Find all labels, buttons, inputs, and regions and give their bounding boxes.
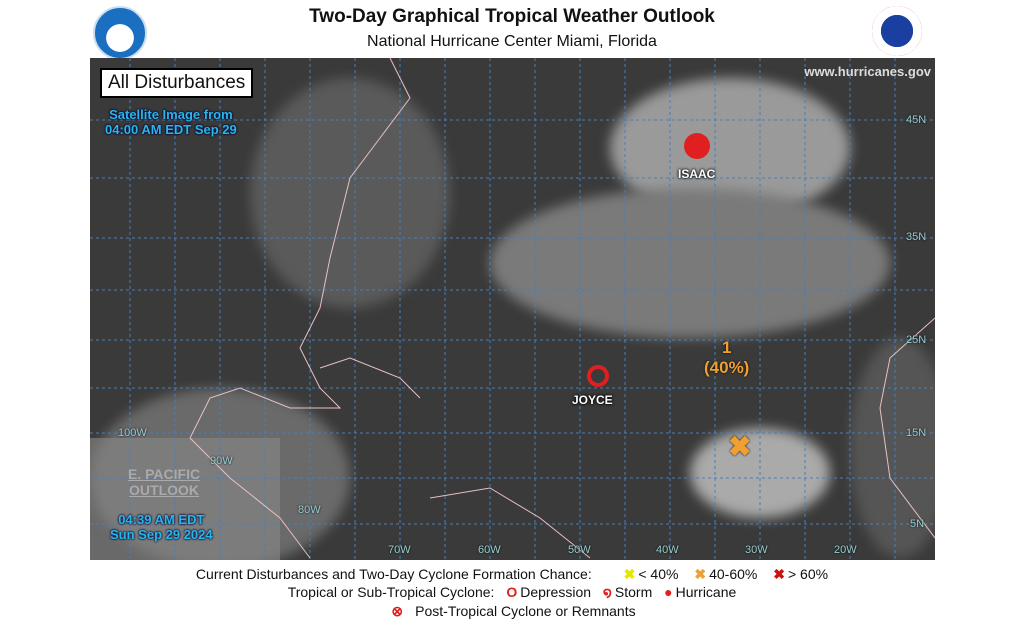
lon-label: 20W	[834, 544, 857, 556]
issued-time: 04:39 AM EDT	[118, 512, 205, 527]
storm-icon: ໑	[602, 584, 612, 600]
lat-label: 15N	[906, 427, 927, 439]
satellite-time-line1: Satellite Image from	[109, 107, 233, 122]
lon-label: 50W	[568, 544, 591, 556]
lon-label: 80W	[298, 504, 321, 516]
page-title: Two-Day Graphical Tropical Weather Outlo…	[309, 6, 715, 27]
lon-label: 60W	[478, 544, 501, 556]
legend-line2: Tropical or Sub-Tropical Cyclone: O Depre…	[287, 584, 737, 600]
website-label[interactable]: www.hurricanes.gov	[804, 64, 931, 79]
page-subtitle: National Hurricane Center Miami, Florida	[367, 33, 657, 50]
post-tropical-icon: ⊗	[391, 603, 404, 619]
lat-label: 5N	[910, 518, 925, 530]
coastlines	[189, 58, 935, 559]
lat-label: 45N	[906, 114, 927, 126]
epac-outlook-link[interactable]: E. PACIFIC OUTLOOK	[128, 466, 201, 498]
issued-date: Sun Sep 29 2024	[110, 527, 213, 542]
lon-label: 90W	[210, 455, 233, 467]
lon-label: 40W	[656, 544, 679, 556]
disturbance-x-icon[interactable]: ✖	[728, 431, 752, 462]
mid-chance-icon: ✖	[694, 566, 707, 582]
lon-label: 70W	[388, 544, 411, 556]
hurricane-icon[interactable]	[687, 136, 707, 156]
low-chance-icon: ✖	[623, 566, 636, 582]
tropical-storm-icon[interactable]	[587, 365, 609, 387]
disturbance-chance: (40%)	[704, 358, 750, 377]
noaa-logo	[93, 6, 147, 60]
lat-lon-grid	[90, 58, 935, 560]
storm-name-joyce: JOYCE	[572, 393, 613, 407]
lon-label: 30W	[745, 544, 768, 556]
lat-label: 25N	[906, 334, 927, 346]
satellite-map[interactable]: All Disturbances Satellite Image from 04…	[90, 58, 935, 560]
legend-line1: Current Disturbances and Two-Day Cyclone…	[195, 566, 829, 582]
high-chance-icon: ✖	[773, 566, 785, 582]
disturbance-number: 1	[721, 338, 732, 357]
lat-label: 35N	[906, 231, 927, 243]
hurricane-legend-icon: ●	[664, 584, 673, 600]
all-disturbances-label: All Disturbances	[100, 68, 254, 98]
lon-label: 100W	[118, 427, 147, 439]
legend-line3: ⊗ Post-Tropical Cyclone or Remnants	[391, 603, 636, 619]
depression-icon: O	[506, 584, 518, 600]
storm-name-isaac: ISAAC	[678, 167, 716, 181]
nws-logo	[872, 6, 922, 56]
satellite-time-line2: 04:00 AM EDT Sep 29	[105, 122, 237, 137]
